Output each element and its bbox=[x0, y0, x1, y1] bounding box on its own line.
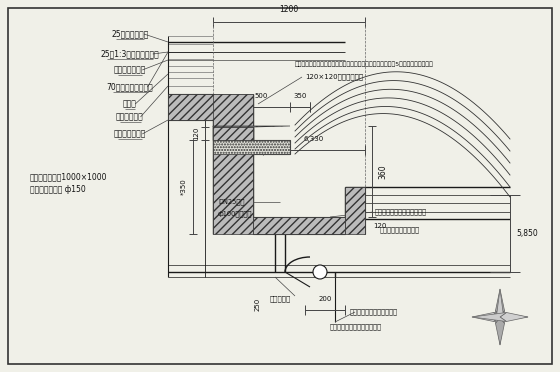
Text: 此处应：多孔嵌地外圆: 此处应：多孔嵌地外圆 bbox=[380, 227, 420, 233]
Polygon shape bbox=[213, 126, 290, 127]
Bar bbox=[345, 187, 365, 234]
Text: 25厚1:3千硬性水泥砂浆: 25厚1:3千硬性水泥砂浆 bbox=[101, 49, 160, 58]
Polygon shape bbox=[496, 289, 505, 317]
Text: 200: 200 bbox=[318, 296, 332, 302]
Text: 250: 250 bbox=[255, 297, 261, 311]
Text: 120: 120 bbox=[373, 223, 386, 229]
Text: 预制小板规格：1000×1000: 预制小板规格：1000×1000 bbox=[30, 173, 108, 182]
Text: 架空层: 架空层 bbox=[123, 99, 137, 109]
Text: 25厚混凝道面层: 25厚混凝道面层 bbox=[111, 29, 149, 38]
Text: 5,850: 5,850 bbox=[516, 229, 538, 238]
Text: 70厚预制钢筋砼小板: 70厚预制钢筋砼小板 bbox=[106, 83, 153, 92]
Text: 1200: 1200 bbox=[279, 5, 298, 14]
Circle shape bbox=[313, 265, 327, 279]
Text: 打圆滑弧水心合管置及水平管: 打圆滑弧水心合管置及水平管 bbox=[375, 209, 427, 215]
Text: 排煤清水管管管子约发机下: 排煤清水管管管子约发机下 bbox=[350, 309, 398, 315]
Bar bbox=[213, 127, 253, 140]
Text: DN25管道: DN25管道 bbox=[218, 199, 244, 205]
Text: 钢筋砼平屋顶板: 钢筋砼平屋顶板 bbox=[114, 129, 146, 138]
Polygon shape bbox=[472, 312, 500, 321]
Text: 6,330: 6,330 bbox=[304, 136, 324, 142]
Text: 360: 360 bbox=[378, 164, 387, 179]
Text: 应预留气水管孔大，安装煤水管后予以，将煤管水孔子设置高5倍深槽，荆于填塞。: 应预留气水管孔大，安装煤水管后予以，将煤管水孔子设置高5倍深槽，荆于填塞。 bbox=[295, 61, 434, 67]
Text: 120: 120 bbox=[193, 127, 199, 140]
Polygon shape bbox=[493, 312, 528, 321]
Bar bbox=[253, 217, 345, 234]
Text: 纯水泥砂浆一道: 纯水泥砂浆一道 bbox=[114, 65, 146, 74]
Text: 内孔径：各孔径 ф150: 内孔径：各孔径 ф150 bbox=[30, 185, 86, 193]
Text: 钢筋砼结构层，各孔嵌地面层: 钢筋砼结构层，各孔嵌地面层 bbox=[330, 324, 382, 330]
Polygon shape bbox=[496, 289, 505, 323]
Text: 120×120嵌入式灯槽均: 120×120嵌入式灯槽均 bbox=[305, 74, 363, 80]
Bar bbox=[213, 94, 253, 234]
Polygon shape bbox=[496, 311, 505, 345]
Text: ф100煤渣垫层: ф100煤渣垫层 bbox=[218, 211, 253, 217]
Polygon shape bbox=[472, 312, 506, 321]
Bar bbox=[213, 140, 290, 154]
Text: 500: 500 bbox=[255, 93, 268, 99]
Polygon shape bbox=[496, 317, 505, 345]
Bar bbox=[168, 94, 253, 120]
Polygon shape bbox=[500, 312, 528, 321]
Text: 建筑结构面层: 建筑结构面层 bbox=[116, 112, 144, 122]
Text: 350: 350 bbox=[293, 93, 307, 99]
Text: *350: *350 bbox=[181, 179, 187, 195]
Text: 室外小气孔: 室外小气孔 bbox=[269, 296, 291, 302]
